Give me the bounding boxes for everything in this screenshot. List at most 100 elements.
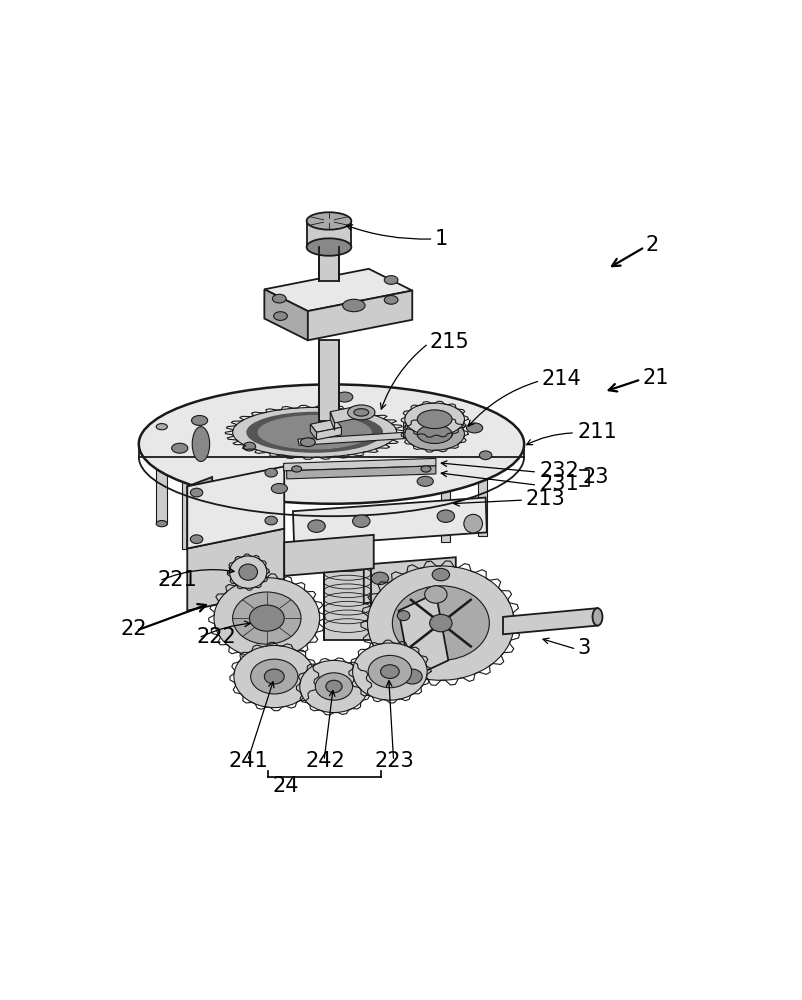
Text: 232: 232 (539, 461, 579, 481)
Polygon shape (293, 498, 487, 546)
Polygon shape (306, 221, 351, 247)
Polygon shape (399, 593, 448, 678)
Ellipse shape (292, 466, 302, 472)
Ellipse shape (156, 521, 168, 527)
Ellipse shape (192, 415, 208, 425)
Text: 2: 2 (646, 235, 659, 255)
Ellipse shape (265, 669, 284, 684)
Ellipse shape (425, 586, 447, 603)
Polygon shape (310, 424, 317, 440)
Ellipse shape (480, 451, 492, 460)
Ellipse shape (271, 484, 287, 493)
Ellipse shape (342, 299, 365, 312)
Ellipse shape (190, 488, 203, 497)
Ellipse shape (405, 403, 464, 435)
Polygon shape (330, 412, 334, 430)
Ellipse shape (403, 669, 422, 684)
Ellipse shape (156, 424, 168, 430)
Ellipse shape (417, 410, 452, 429)
Text: 221: 221 (157, 570, 197, 590)
Polygon shape (310, 419, 342, 432)
Text: 211: 211 (577, 422, 618, 442)
Polygon shape (308, 291, 412, 340)
Polygon shape (284, 535, 374, 576)
Text: 23: 23 (582, 467, 609, 487)
Ellipse shape (308, 520, 326, 532)
Ellipse shape (229, 556, 267, 588)
Ellipse shape (326, 680, 342, 693)
Ellipse shape (300, 660, 368, 713)
Polygon shape (364, 557, 456, 603)
Ellipse shape (259, 415, 371, 449)
Ellipse shape (405, 418, 464, 450)
Text: 223: 223 (375, 751, 415, 771)
Ellipse shape (246, 412, 383, 453)
Polygon shape (319, 247, 339, 281)
Ellipse shape (384, 296, 398, 304)
Polygon shape (182, 457, 191, 549)
Ellipse shape (265, 468, 277, 477)
Ellipse shape (337, 392, 353, 402)
Ellipse shape (243, 442, 256, 451)
Polygon shape (503, 608, 597, 634)
Ellipse shape (190, 535, 203, 544)
Text: 21: 21 (642, 368, 669, 388)
Ellipse shape (172, 443, 188, 453)
Ellipse shape (347, 405, 375, 420)
Ellipse shape (353, 643, 427, 700)
Text: 215: 215 (430, 332, 469, 352)
Ellipse shape (273, 294, 286, 303)
Ellipse shape (437, 510, 455, 522)
Text: 242: 242 (306, 751, 345, 771)
Polygon shape (284, 458, 436, 471)
Polygon shape (236, 461, 245, 555)
Polygon shape (265, 289, 308, 340)
Polygon shape (188, 477, 212, 549)
Ellipse shape (421, 466, 431, 472)
Ellipse shape (251, 659, 298, 694)
Polygon shape (478, 454, 487, 536)
Ellipse shape (192, 427, 209, 461)
Ellipse shape (139, 384, 525, 504)
Ellipse shape (257, 415, 372, 450)
Ellipse shape (593, 608, 602, 626)
Polygon shape (319, 340, 339, 421)
Polygon shape (403, 412, 462, 438)
Ellipse shape (381, 665, 399, 678)
Text: 241: 241 (229, 751, 268, 771)
Text: 3: 3 (577, 638, 591, 658)
Ellipse shape (371, 572, 389, 585)
Ellipse shape (432, 568, 450, 581)
Polygon shape (324, 556, 371, 640)
Ellipse shape (273, 312, 287, 320)
Ellipse shape (301, 438, 315, 447)
Ellipse shape (234, 645, 314, 708)
Ellipse shape (464, 514, 483, 533)
Ellipse shape (417, 476, 433, 486)
Ellipse shape (233, 592, 301, 644)
Ellipse shape (214, 578, 320, 659)
Text: 22: 22 (120, 619, 147, 639)
Ellipse shape (233, 407, 397, 457)
Polygon shape (287, 466, 436, 479)
Polygon shape (317, 427, 342, 440)
Text: 222: 222 (196, 627, 237, 647)
Ellipse shape (249, 605, 284, 631)
Polygon shape (330, 406, 364, 423)
Ellipse shape (265, 516, 277, 525)
Polygon shape (188, 529, 284, 611)
Polygon shape (298, 429, 456, 445)
Ellipse shape (306, 212, 351, 230)
Ellipse shape (354, 409, 369, 416)
Ellipse shape (417, 425, 452, 443)
Text: 214: 214 (541, 369, 581, 389)
Polygon shape (441, 459, 450, 542)
Ellipse shape (397, 611, 410, 621)
Ellipse shape (239, 564, 257, 580)
Ellipse shape (306, 238, 351, 256)
Ellipse shape (315, 673, 353, 700)
Polygon shape (265, 269, 412, 311)
Ellipse shape (353, 515, 370, 527)
Ellipse shape (467, 423, 483, 433)
Ellipse shape (368, 655, 411, 688)
